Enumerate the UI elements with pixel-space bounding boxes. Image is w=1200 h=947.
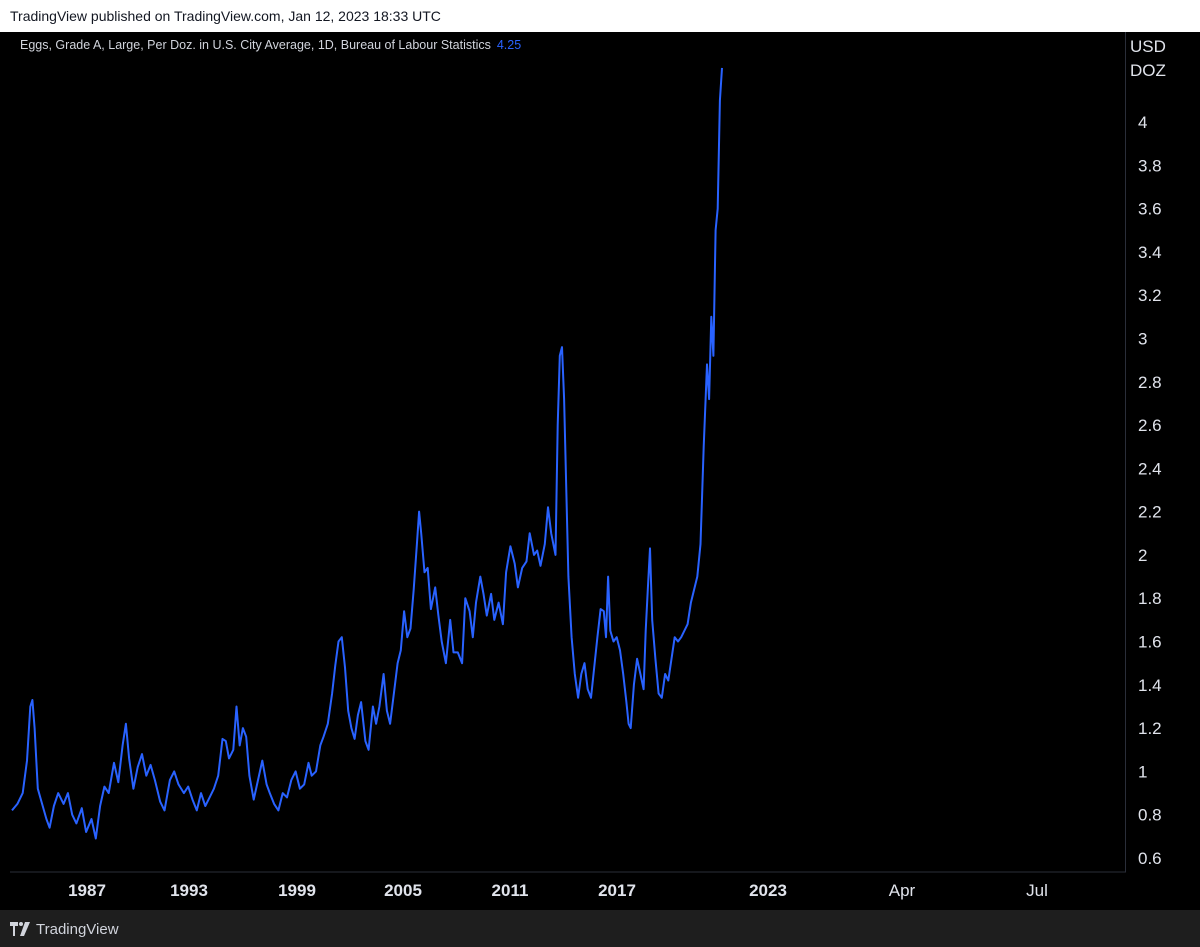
x-axis: 1987 1993 1999 2005 2011 2017 2023 Apr Jul [10, 871, 1126, 900]
x-tick-label: Apr [889, 881, 916, 900]
x-tick-label: 1987 [68, 881, 106, 900]
tradingview-logo-icon [10, 922, 30, 936]
y-tick-label: 3.8 [1138, 156, 1162, 175]
x-tick-label: 2005 [384, 881, 422, 900]
egg-price-line[interactable] [11, 67, 723, 840]
y-tick-label: 1.2 [1138, 719, 1162, 738]
series-last-value: 4.25 [496, 38, 522, 52]
tradingview-logo[interactable]: TradingView [10, 919, 119, 939]
y-tick-label: 3.6 [1138, 200, 1162, 219]
y-tick-label: 2.4 [1138, 459, 1162, 478]
y-tick-label: 1 [1138, 762, 1147, 781]
y-tick-label: 1.6 [1138, 633, 1162, 652]
y-tick-label: 0.8 [1138, 806, 1162, 825]
y-tick-label: 2.8 [1138, 373, 1162, 392]
x-tick-label: 1993 [170, 881, 208, 900]
y-tick-label: 3 [1138, 329, 1147, 348]
price-unit-label: USD DOZ [1130, 35, 1182, 83]
y-tick-label: 4 [1138, 113, 1147, 132]
x-tick-label: 2011 [492, 881, 529, 900]
y-tick-label: 3.4 [1138, 243, 1162, 262]
chart-frame[interactable]: Eggs, Grade A, Large, Per Doz. in U.S. C… [0, 32, 1200, 910]
series-legend: Eggs, Grade A, Large, Per Doz. in U.S. C… [20, 38, 521, 52]
series-title: Eggs, Grade A, Large, Per Doz. in U.S. C… [20, 38, 491, 52]
x-tick-label: 2017 [598, 881, 636, 900]
footer-bar: TradingView [0, 910, 1200, 947]
published-header: TradingView published on TradingView.com… [0, 0, 1200, 32]
unit-quantity: DOZ [1130, 61, 1166, 80]
y-tick-label: 2.6 [1138, 416, 1162, 435]
y-axis: 0.6 0.8 1 1.2 1.4 1.6 1.8 2 2.2 2.4 2.6 2.8 3 3.2 3.4 3… [1138, 113, 1162, 868]
tradingview-brand: TradingView [36, 920, 119, 938]
x-tick-label: Jul [1026, 881, 1048, 900]
y-tick-label: 2.2 [1138, 503, 1162, 522]
y-tick-label: 1.4 [1138, 676, 1162, 695]
x-tick-label: 1999 [278, 881, 316, 900]
unit-currency: USD [1130, 37, 1166, 56]
y-tick-label: 0.6 [1138, 849, 1162, 868]
plot-area[interactable] [10, 32, 1126, 872]
y-tick-label: 2 [1138, 546, 1147, 565]
published-text: TradingView published on TradingView.com… [10, 8, 441, 24]
y-tick-label: 1.8 [1138, 589, 1162, 608]
y-tick-label: 3.2 [1138, 286, 1162, 305]
x-tick-label: 2023 [749, 881, 787, 900]
chart-canvas[interactable]: 0.6 0.8 1 1.2 1.4 1.6 1.8 2 2.2 2.4 2.6 2.8 3 3.2 3.4 3… [0, 32, 1200, 910]
series-layer [11, 67, 723, 840]
